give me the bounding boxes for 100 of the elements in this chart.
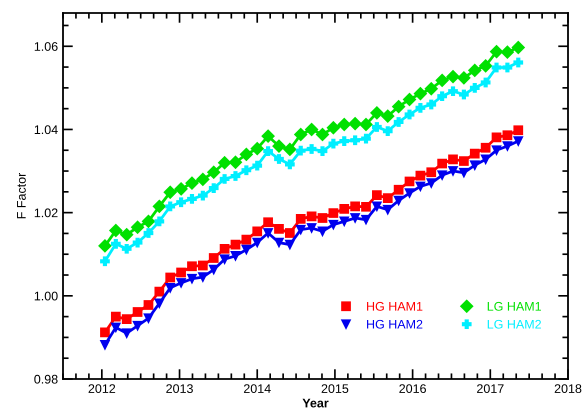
x-tick-label: 2016 xyxy=(399,384,426,394)
point xyxy=(502,62,512,72)
point xyxy=(457,71,470,84)
point xyxy=(424,82,438,96)
point xyxy=(394,184,404,195)
point xyxy=(459,156,469,166)
point xyxy=(154,286,164,297)
point xyxy=(110,238,121,249)
point xyxy=(176,197,186,208)
point xyxy=(382,126,393,136)
point xyxy=(263,146,273,156)
point xyxy=(328,138,338,148)
point xyxy=(318,226,328,236)
point xyxy=(382,193,393,203)
point xyxy=(437,91,447,102)
point xyxy=(448,86,458,96)
point xyxy=(220,174,230,184)
x-tick-label: 2015 xyxy=(322,384,348,394)
point xyxy=(220,244,230,254)
point xyxy=(122,244,132,254)
point xyxy=(100,340,110,350)
point xyxy=(404,188,414,198)
point xyxy=(132,238,142,248)
x-tick-label: 2012 xyxy=(88,384,116,394)
point xyxy=(328,220,338,230)
point xyxy=(130,220,144,234)
point xyxy=(241,165,252,176)
point xyxy=(144,313,154,324)
point xyxy=(350,135,360,146)
point xyxy=(230,240,240,250)
point xyxy=(372,202,382,212)
point xyxy=(285,228,295,238)
point xyxy=(404,176,414,186)
point xyxy=(187,274,197,284)
point xyxy=(263,217,273,228)
y-axis-title: F Factor xyxy=(17,172,26,218)
point xyxy=(404,110,414,120)
legend-label: HG HAM2 xyxy=(367,320,422,329)
point xyxy=(372,190,382,200)
legend-label: LG HAM2 xyxy=(488,320,541,329)
point xyxy=(98,239,112,252)
point xyxy=(513,125,524,136)
point xyxy=(426,100,436,110)
point xyxy=(480,154,491,164)
point xyxy=(500,46,514,59)
point xyxy=(402,92,416,106)
point xyxy=(372,122,382,132)
point xyxy=(176,278,186,288)
point xyxy=(100,328,110,338)
point xyxy=(241,234,252,245)
point xyxy=(120,228,134,242)
point xyxy=(436,74,449,87)
point xyxy=(100,256,110,266)
point xyxy=(207,166,220,179)
point xyxy=(154,216,164,226)
point xyxy=(416,182,426,192)
point xyxy=(338,118,351,132)
point xyxy=(272,140,286,153)
point xyxy=(228,156,242,169)
point xyxy=(185,176,199,190)
point xyxy=(513,136,524,146)
point xyxy=(479,59,492,72)
point xyxy=(361,202,371,212)
point xyxy=(492,62,502,72)
point xyxy=(187,194,197,204)
point xyxy=(446,70,460,84)
point xyxy=(490,45,504,58)
point xyxy=(230,171,240,181)
point xyxy=(350,202,360,212)
y-tick-label: 1.00 xyxy=(34,292,58,300)
point xyxy=(392,100,406,114)
point xyxy=(426,178,436,188)
point xyxy=(296,146,306,156)
point xyxy=(480,78,491,88)
point xyxy=(492,132,502,142)
y-tick-label: 0.98 xyxy=(34,374,58,384)
point xyxy=(252,238,262,248)
point xyxy=(218,156,232,170)
point xyxy=(252,160,262,170)
point xyxy=(285,240,295,250)
point xyxy=(492,145,502,156)
point xyxy=(262,130,275,143)
point xyxy=(318,213,328,223)
point xyxy=(144,228,154,238)
point xyxy=(274,154,284,164)
point xyxy=(165,272,176,282)
x-tick-label: 2013 xyxy=(166,384,193,394)
point xyxy=(164,186,177,199)
point xyxy=(165,283,176,293)
y-tick-label: 1.02 xyxy=(34,208,58,218)
x-axis-title: Year xyxy=(302,398,329,408)
point xyxy=(437,170,447,180)
point xyxy=(198,272,208,282)
point xyxy=(361,214,371,225)
point xyxy=(470,160,480,170)
point xyxy=(142,214,156,228)
point xyxy=(165,202,176,212)
point xyxy=(306,223,316,233)
point xyxy=(252,226,262,236)
point xyxy=(110,322,121,332)
